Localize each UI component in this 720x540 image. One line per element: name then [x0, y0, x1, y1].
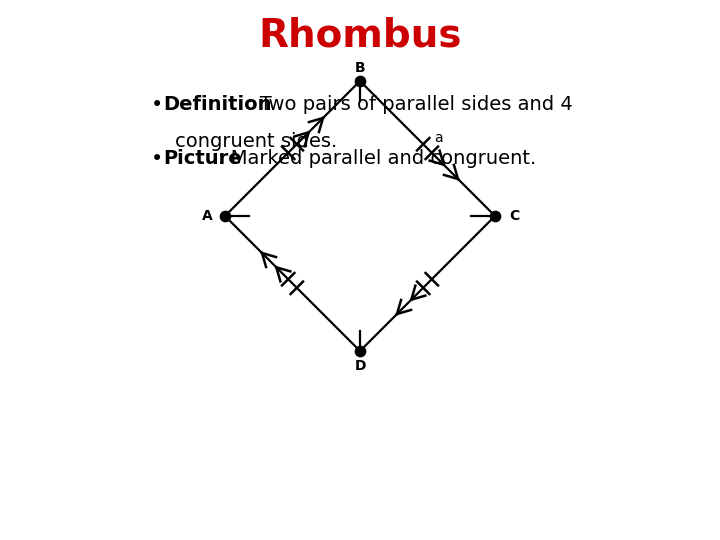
Text: B: B [355, 60, 365, 75]
Text: •: • [150, 94, 163, 114]
Text: Picture: Picture [163, 148, 241, 167]
Text: D: D [354, 359, 366, 373]
Text: a: a [434, 131, 443, 145]
Point [219, 212, 230, 220]
Point [354, 347, 366, 355]
Text: C: C [509, 209, 519, 223]
Point [490, 212, 501, 220]
Text: : Two pairs of parallel sides and 4: : Two pairs of parallel sides and 4 [246, 94, 572, 113]
Text: : Marked parallel and congruent.: : Marked parallel and congruent. [218, 148, 536, 167]
Text: Rhombus: Rhombus [258, 16, 462, 54]
Point [354, 77, 366, 85]
Text: Definition: Definition [163, 94, 271, 113]
Text: •: • [150, 148, 163, 168]
Text: A: A [202, 209, 213, 223]
Text: congruent sides.: congruent sides. [175, 132, 337, 151]
